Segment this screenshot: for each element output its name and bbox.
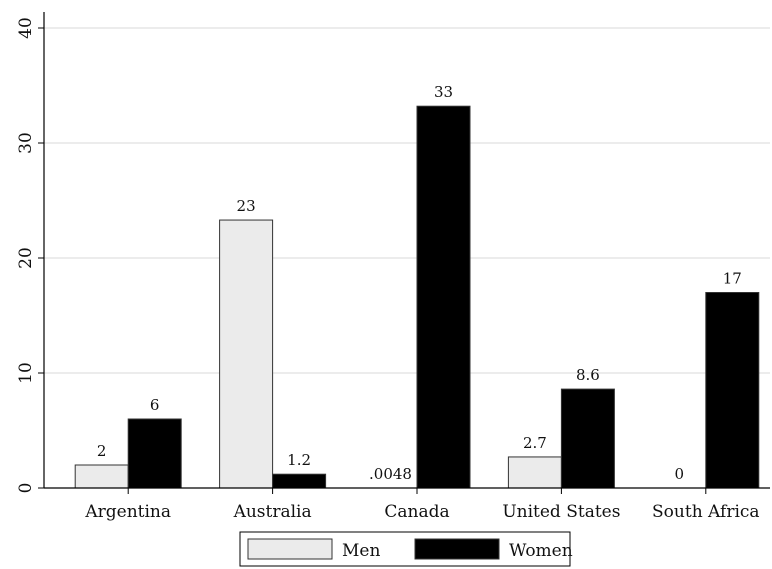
legend: Men Women	[239, 531, 573, 567]
legend-swatch-women	[414, 538, 500, 560]
y-tick-label: 10	[16, 362, 36, 384]
data-label: 23	[237, 197, 256, 215]
bar-men-argentina	[74, 464, 129, 489]
y-tick-label: 20	[16, 247, 36, 269]
data-label: 6	[150, 396, 160, 414]
legend-label-men: Men	[342, 541, 380, 561]
bar-women-south-africa	[705, 292, 760, 489]
bar-women-canada	[416, 105, 471, 489]
y-tick-label: 0	[16, 483, 36, 494]
bar-men-australia	[219, 219, 274, 489]
x-tick-label: Australia	[233, 502, 312, 522]
y-tick-label: 30	[16, 132, 36, 154]
x-tick-label: Argentina	[84, 502, 171, 522]
data-label: 8.6	[576, 366, 600, 384]
bar-women-united-states	[560, 388, 615, 489]
data-label: 17	[723, 270, 742, 288]
legend-label-women: Women	[509, 541, 573, 561]
x-tick-label: United States	[502, 502, 620, 522]
y-tick-label: 40	[16, 17, 36, 39]
data-label: 1.2	[287, 451, 311, 469]
data-labels: 2 6 23 1.2 .0048 33 2.7 8.6 0 17	[97, 83, 742, 483]
data-label: 33	[434, 83, 453, 101]
bar-women-argentina	[127, 418, 182, 489]
x-tick-label: South Africa	[652, 502, 760, 522]
bar-women-australia	[272, 473, 327, 489]
data-label: 2	[97, 442, 107, 460]
x-tick-label: Canada	[384, 502, 449, 522]
legend-swatch-men	[247, 538, 333, 560]
gridlines	[44, 27, 770, 374]
bars	[74, 105, 760, 489]
data-label: 2.7	[523, 434, 547, 452]
bar-men-united-states	[507, 456, 562, 489]
data-label: 0	[675, 465, 685, 483]
data-label: .0048	[369, 465, 412, 483]
